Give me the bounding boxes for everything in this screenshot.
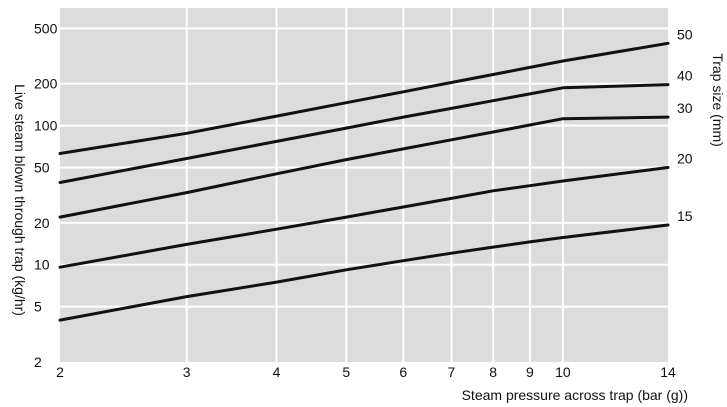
series-line (58, 41, 670, 155)
x-tick-label: 5 (342, 364, 350, 380)
x-tick-label: 2 (56, 364, 64, 380)
y-tick-label: 500 (34, 20, 58, 36)
curves (58, 41, 670, 322)
y-tick-label: 50 (34, 159, 50, 175)
x-tick-label: 10 (555, 364, 571, 380)
y-axis-label: Live steam blown through trap (kg/hr) (12, 84, 28, 316)
y-tick-label: 5 (34, 299, 42, 315)
x-tick-label: 4 (273, 364, 281, 380)
x-tick-label: 9 (526, 364, 534, 380)
x-tick-label: 7 (448, 364, 456, 380)
series-label: 40 (677, 68, 693, 84)
series-label: 50 (677, 26, 693, 42)
series-line (58, 83, 670, 184)
y-tick-label: 200 (34, 76, 58, 92)
x-tick-label: 14 (660, 364, 676, 380)
series-line (58, 115, 670, 219)
x-axis-label: Steam pressure across trap (bar (g)) (462, 387, 688, 403)
series-labels: 50 40 30 20 15 (677, 26, 693, 224)
y2-axis-label: Trap size (mm) (710, 53, 726, 147)
series-label: 20 (677, 150, 693, 166)
series-label: 15 (677, 208, 693, 224)
y-tick-label: 100 (34, 118, 58, 134)
y-tick-label: 2 (34, 354, 42, 370)
y-tick-label: 20 (34, 215, 50, 231)
x-tick-label: 3 (183, 364, 191, 380)
x-tick-label: 8 (489, 364, 497, 380)
series-line (58, 223, 670, 322)
y-tick-label: 10 (34, 257, 50, 273)
x-tick-label: 6 (399, 364, 407, 380)
y-tick-labels: 2 5 10 20 50 100 200 500 (34, 20, 58, 370)
x-tick-labels: 2 3 4 5 6 7 8 9 10 14 (56, 364, 676, 380)
series-line (58, 166, 670, 269)
plot-area (60, 8, 668, 362)
series-label: 30 (677, 100, 693, 116)
